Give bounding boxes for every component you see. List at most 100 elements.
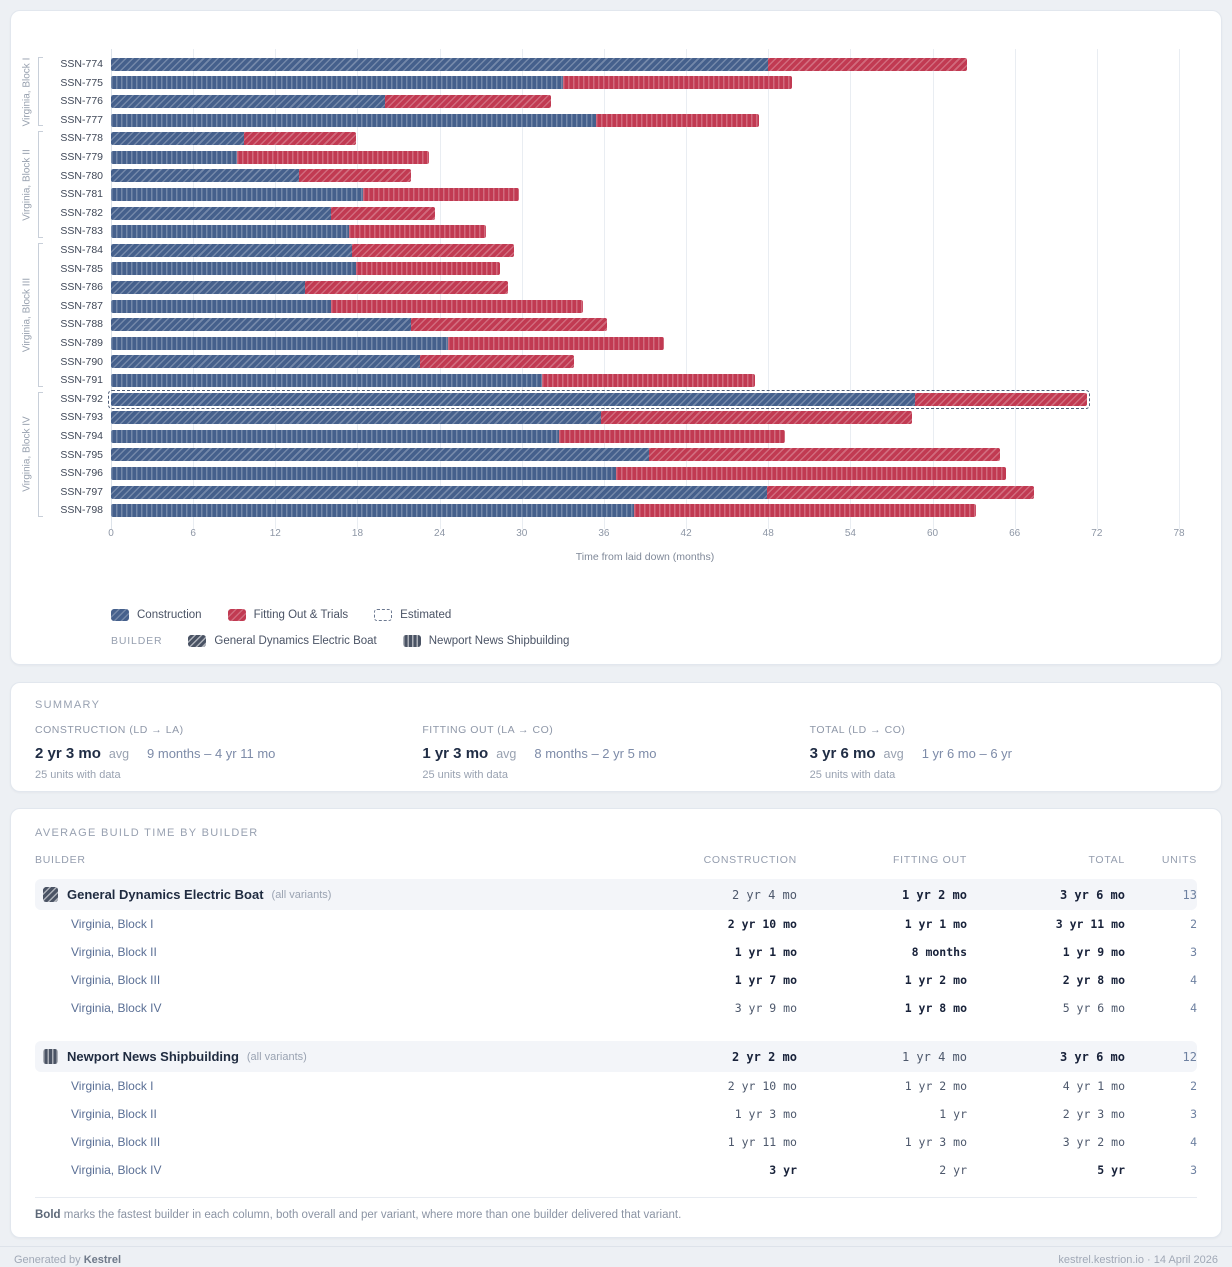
- variant-label: Virginia, Block II: [71, 945, 157, 959]
- fitting-out-segment: [634, 504, 977, 518]
- unit-label: SSN-798: [60, 504, 103, 517]
- vertical-hatch-icon: [402, 635, 421, 647]
- stat-range: 9 months – 4 yr 11 mo: [147, 746, 276, 761]
- construction-segment: [111, 429, 559, 443]
- report-page: Time from laid down (months) Constructio…: [10, 10, 1222, 1238]
- fitting-out-segment: [236, 150, 429, 164]
- variant-row: Virginia, Block II 1 yr 1 mo 8 months 1 yr …: [35, 938, 1197, 966]
- block-label: Virginia, Block IV: [21, 416, 33, 493]
- construction-segment: [111, 188, 363, 201]
- total-avg: 4 yr 1 mo: [1062, 1079, 1125, 1093]
- variant-row: Virginia, Block I 2 yr 10 mo 1 yr 2 mo 4 yr…: [35, 1072, 1197, 1100]
- construction-avg: 3 yr: [769, 1163, 797, 1177]
- legend-fitting-out-label: Fitting Out & Trials: [253, 609, 349, 621]
- fitting-out-segment: [558, 429, 785, 443]
- unit-bar-ssn-793: [111, 411, 912, 425]
- construction-segment: [111, 76, 563, 90]
- construction-avg: 3 yr 9 mo: [734, 1001, 797, 1015]
- total-avg: 5 yr: [1097, 1163, 1125, 1177]
- unit-label: SSN-790: [60, 355, 103, 368]
- fitting-out-segment: [384, 95, 551, 108]
- construction-segment: [111, 318, 411, 332]
- fitting-out-segment: [362, 188, 520, 201]
- units-count: 3: [1190, 1163, 1197, 1177]
- col-header-construction: CONSTRUCTION: [703, 854, 797, 866]
- footer-generated-prefix: Generated by: [14, 1254, 84, 1266]
- unit-bar-ssn-792: [108, 389, 1091, 409]
- x-tick-label: 72: [1091, 528, 1103, 539]
- legend-estimated-label: Estimated: [400, 609, 452, 621]
- builder-name: Newport News Shipbuilding: [67, 1049, 239, 1064]
- construction-avg: 1 yr 3 mo: [734, 1107, 797, 1121]
- fitting-out-avg: 1 yr 8 mo: [904, 1001, 967, 1015]
- stat-avg-value: 1 yr 3 mo: [422, 745, 489, 762]
- unit-bar-ssn-782: [111, 206, 436, 220]
- variant-row: Virginia, Block IV 3 yr 9 mo 1 yr 8 mo 5 yr…: [35, 994, 1197, 1022]
- unit-bar-ssn-780: [111, 169, 411, 183]
- fitting-out-avg: 2 yr: [939, 1163, 967, 1177]
- stat-avg-suffix: avg: [496, 747, 517, 761]
- col-header-total: TOTAL: [1088, 854, 1125, 866]
- unit-label: SSN-791: [60, 374, 103, 387]
- fitting-out-segment: [649, 448, 1000, 462]
- legend-construction-label: Construction: [137, 609, 202, 621]
- unit-label: SSN-780: [60, 169, 103, 182]
- construction-segment: [111, 467, 617, 480]
- x-tick-label: 0: [108, 528, 114, 539]
- stat-range: 8 months – 2 yr 5 mo: [534, 746, 657, 761]
- stat-line: 3 yr 6 mo avg 1 yr 6 mo – 6 yr: [810, 745, 1197, 762]
- fitting-out-segment: [595, 113, 759, 127]
- unit-bar-ssn-788: [111, 318, 607, 332]
- variant-label: Virginia, Block I: [71, 917, 154, 931]
- unit-label: SSN-796: [60, 467, 103, 480]
- x-tick-label: 66: [1009, 528, 1021, 539]
- builder-row: General Dynamics Electric Boat (all varia…: [35, 879, 1197, 910]
- variant-row: Virginia, Block II 1 yr 3 mo 1 yr 2 yr 3 mo…: [35, 1100, 1197, 1128]
- construction-avg: 2 yr 10 mo: [727, 917, 797, 931]
- total-avg: 3 yr 6 mo: [1059, 1049, 1125, 1064]
- table-footnote: Bold marks the fastest builder in each c…: [35, 1197, 1197, 1221]
- fitting-out-segment: [351, 243, 514, 257]
- unit-label: SSN-775: [60, 76, 103, 89]
- total-avg: 2 yr 8 mo: [1062, 973, 1125, 987]
- fitting-out-segment: [331, 206, 436, 220]
- units-count: 3: [1190, 945, 1197, 959]
- unit-bar-ssn-777: [111, 113, 759, 127]
- unit-bar-ssn-794: [111, 429, 785, 443]
- units-count: 4: [1190, 1135, 1197, 1149]
- fitting-out-segment: [562, 76, 792, 90]
- x-tick-label: 78: [1173, 528, 1185, 539]
- unit-label: SSN-776: [60, 95, 103, 108]
- variant-label: Virginia, Block III: [71, 1135, 161, 1149]
- builder-legend: BUILDER General Dynamics Electric Boat N…: [111, 635, 569, 647]
- variant-row: Virginia, Block III 1 yr 7 mo 1 yr 2 mo 2 y…: [35, 966, 1197, 994]
- fitting-out-segment: [420, 355, 574, 369]
- unit-bar-ssn-779: [111, 150, 429, 164]
- block-bracket: [38, 243, 43, 387]
- unit-label: SSN-786: [60, 281, 103, 294]
- fitting-out-segment: [542, 374, 755, 387]
- stat-range: 1 yr 6 mo – 6 yr: [921, 746, 1012, 761]
- unit-bar-ssn-785: [111, 262, 500, 276]
- units-count: 13: [1182, 887, 1197, 902]
- fitting-out-segment: [601, 411, 912, 425]
- legend-gdeb-label: General Dynamics Electric Boat: [214, 635, 377, 647]
- estimated-swatch-icon: [374, 609, 393, 621]
- total-avg: 1 yr 9 mo: [1062, 945, 1125, 959]
- fitting-out-avg: 8 months: [911, 945, 967, 959]
- fitting-out-segment: [298, 169, 411, 183]
- unit-label: SSN-793: [60, 411, 103, 424]
- summary-card: SUMMARY CONSTRUCTION (LD → LA) 2 yr 3 mo…: [10, 682, 1222, 792]
- diagonal-hatch-icon: [188, 635, 207, 647]
- construction-segment: [111, 504, 635, 518]
- summary-grid: CONSTRUCTION (LD → LA) 2 yr 3 mo avg 9 m…: [35, 724, 1197, 781]
- fitting-out-segment: [768, 57, 967, 71]
- fitting-out-segment: [243, 132, 357, 146]
- variant-label: Virginia, Block I: [71, 1079, 154, 1093]
- construction-avg: 2 yr 10 mo: [727, 1079, 797, 1093]
- x-tick-label: 42: [680, 528, 692, 539]
- fitting-out-segment: [766, 485, 1034, 499]
- unit-bar-ssn-784: [111, 243, 514, 257]
- unit-label: SSN-785: [60, 262, 103, 275]
- unit-label: SSN-792: [60, 392, 103, 405]
